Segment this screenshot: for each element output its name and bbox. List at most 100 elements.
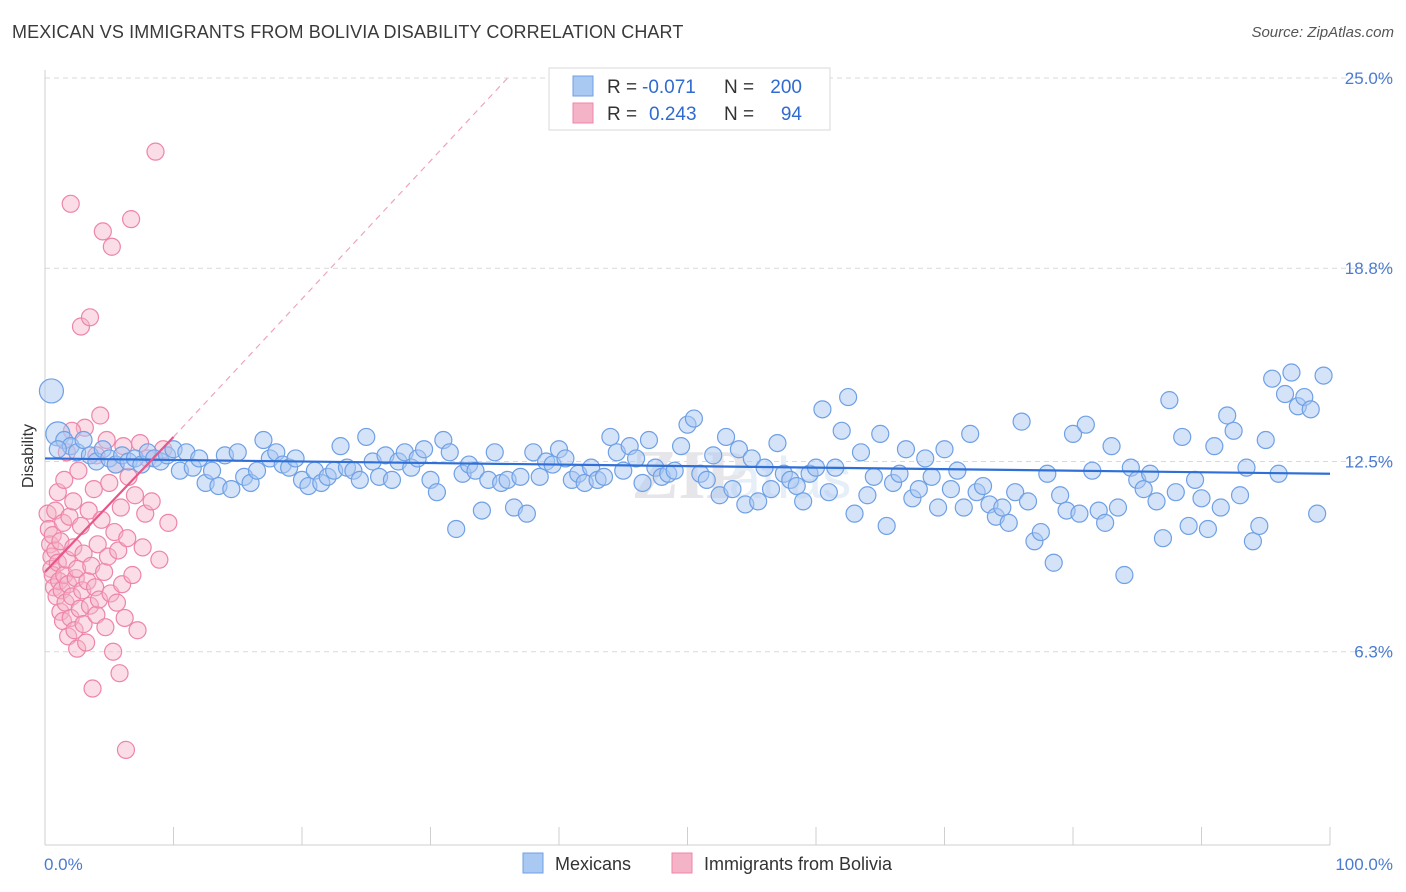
blue-point-120 <box>813 400 832 419</box>
legend-n-label-pink: N = <box>724 104 754 125</box>
blue-point-187 <box>1243 532 1263 551</box>
bottom-legend-swatch-bolivia <box>671 852 693 874</box>
blue-point-173 <box>1153 529 1173 548</box>
blue-point-139 <box>935 440 954 459</box>
blue-point-92 <box>633 473 652 493</box>
blue-point-80 <box>556 449 575 468</box>
blue-point-148 <box>993 498 1012 517</box>
pink-point-84 <box>133 538 152 557</box>
legend-n-value-pink: 94 <box>781 104 803 125</box>
blue-point-87 <box>601 427 620 447</box>
blue-point-185 <box>1230 486 1250 505</box>
blue-point-45 <box>331 437 350 456</box>
pink-point-63 <box>100 473 119 493</box>
blue-point-102 <box>697 470 716 490</box>
x-tick-label-1: 100.0% <box>1335 855 1393 874</box>
y-tick-label-1: 12.5% <box>1345 453 1393 472</box>
bottom-legend-mexicans: Mexicans <box>555 854 631 874</box>
blue-point-53 <box>382 470 402 490</box>
blue-point-91 <box>626 449 646 468</box>
blue-point-149 <box>999 513 1018 532</box>
blue-point-32 <box>247 461 267 480</box>
blue-point-127 <box>858 486 877 505</box>
blue-point-152 <box>1018 492 1038 511</box>
legend-r-label-blue: R = <box>607 77 637 98</box>
tick-labels: 6.3% 12.5% 18.8% 25.0% 0.0% 100.0% <box>44 69 1393 874</box>
blue-point-136 <box>916 449 935 468</box>
blue-point-135 <box>909 480 928 499</box>
blue-point-133 <box>896 440 916 459</box>
legend-swatch-blue <box>572 75 594 97</box>
blue-trend-line <box>44 457 1331 475</box>
pink-point-66 <box>104 642 123 661</box>
pink-point-50 <box>84 480 103 499</box>
blue-point-166 <box>1108 498 1128 517</box>
blue-point-140 <box>941 480 961 499</box>
pink-point-20 <box>55 470 74 490</box>
pink-point-91 <box>159 513 178 532</box>
pink-point-73 <box>112 575 132 594</box>
grid-lines <box>45 77 1392 653</box>
blue-point-123 <box>832 421 851 440</box>
blue-point-176 <box>1173 427 1192 447</box>
blue-point-181 <box>1205 437 1224 456</box>
pink-point-87 <box>142 492 161 511</box>
pink-point-49 <box>83 679 102 698</box>
pink-point-53 <box>87 605 106 625</box>
blue-point-145 <box>973 476 993 496</box>
blue-point-130 <box>877 516 896 536</box>
pink-point-47 <box>80 308 100 327</box>
axes <box>44 70 1331 846</box>
blue-point-150 <box>1006 483 1025 502</box>
blue-point-33 <box>254 430 273 450</box>
blue-point-62 <box>440 443 459 462</box>
blue-point-137 <box>922 467 941 486</box>
blue-point-124 <box>839 387 858 407</box>
blue-point-192 <box>1275 384 1295 404</box>
blue-point-160 <box>1070 504 1089 523</box>
pink-point-62 <box>98 547 118 566</box>
blue-point-159 <box>1063 424 1083 443</box>
blue-point-58 <box>414 440 434 459</box>
pink-point-65 <box>102 237 121 256</box>
pink-point-30 <box>64 492 83 511</box>
blue-point-174 <box>1160 391 1179 410</box>
blue-point-143 <box>961 424 980 443</box>
pink-point-35 <box>69 461 88 480</box>
y-tick-label-0: 6.3% <box>1354 643 1393 662</box>
pink-point-59 <box>95 562 114 582</box>
blue-point-5 <box>74 430 93 450</box>
pink-point-71 <box>110 664 129 683</box>
pink-point-88 <box>146 142 165 161</box>
pink-point-54 <box>88 535 107 554</box>
chart-title: MEXICAN VS IMMIGRANTS FROM BOLIVIA DISAB… <box>12 22 684 42</box>
blue-point-180 <box>1198 519 1218 539</box>
blue-point-73 <box>511 467 530 486</box>
blue-point-97 <box>665 461 684 480</box>
pink-point-34 <box>68 559 87 578</box>
blue-point-190 <box>1263 369 1282 388</box>
blue-point-198 <box>1314 366 1333 385</box>
blue-point-142 <box>954 498 973 517</box>
blue-point-197 <box>1308 504 1327 523</box>
pink-point-81 <box>125 486 145 505</box>
source-credit: Source: ZipAtlas.com <box>1251 24 1394 41</box>
blue-point-29 <box>228 443 247 462</box>
blue-point-125 <box>845 504 864 523</box>
blue-point-138 <box>928 498 948 517</box>
blue-point-107 <box>729 440 749 459</box>
blue-point-182 <box>1211 498 1230 517</box>
trend-lines <box>44 436 1331 573</box>
blue-point-112 <box>761 480 781 499</box>
pink-trend-dashed <box>173 77 509 438</box>
blue-point-103 <box>704 446 723 465</box>
y-axis-title: Disability <box>20 424 37 488</box>
blue-point-63 <box>447 519 466 539</box>
blue-point-141 <box>948 461 967 480</box>
blue-point-171 <box>1140 464 1160 483</box>
pink-point-58 <box>93 222 112 241</box>
blue-point-74 <box>517 504 536 523</box>
blue-point-69 <box>485 443 504 462</box>
blue-point-38 <box>286 449 305 468</box>
legend: R = -0.071 N = 200 R = 0.243 N = 94 <box>548 67 831 131</box>
